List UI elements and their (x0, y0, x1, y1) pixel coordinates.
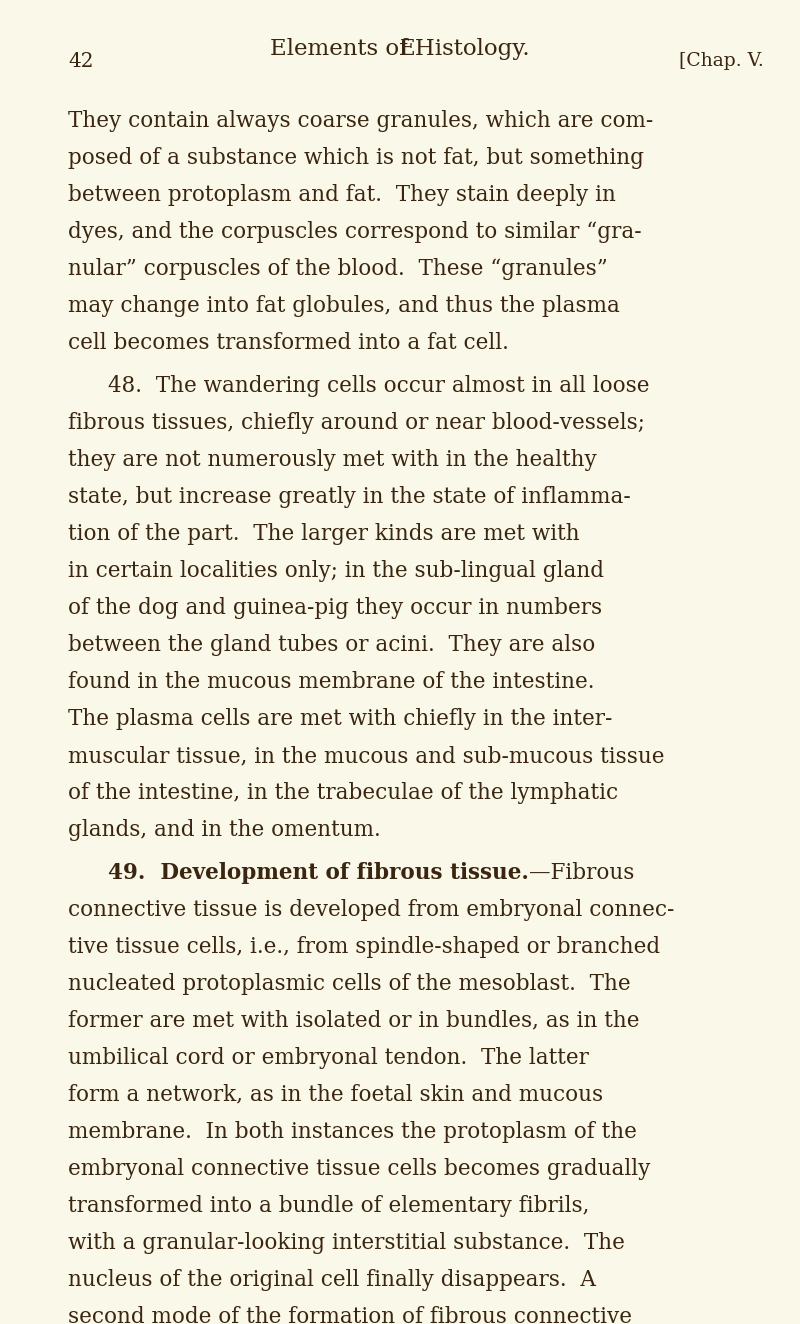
Text: found in the mucous membrane of the intestine.: found in the mucous membrane of the inte… (68, 671, 594, 692)
Text: fibrous tissues, chiefly around or near blood-vessels;: fibrous tissues, chiefly around or near … (68, 412, 645, 434)
Text: The plasma cells are met with chiefly in the inter-: The plasma cells are met with chiefly in… (68, 708, 612, 730)
Text: cell becomes transformed into a fat cell.: cell becomes transformed into a fat cell… (68, 332, 509, 354)
Text: E: E (400, 38, 416, 60)
Text: nucleus of the original cell finally disappears.  A: nucleus of the original cell finally dis… (68, 1268, 596, 1291)
Text: they are not numerously met with in the healthy: they are not numerously met with in the … (68, 449, 597, 471)
Text: dyes, and the corpuscles correspond to similar “gra-: dyes, and the corpuscles correspond to s… (68, 221, 642, 244)
Text: tive tissue cells, i.e., from spindle-shaped or branched: tive tissue cells, i.e., from spindle-sh… (68, 936, 660, 957)
Text: 42: 42 (68, 52, 94, 71)
Text: [Chap. V.: [Chap. V. (679, 52, 764, 70)
Text: in certain localities only; in the sub-lingual gland: in certain localities only; in the sub-l… (68, 560, 604, 581)
Text: umbilical cord or embryonal tendon.  The latter: umbilical cord or embryonal tendon. The … (68, 1047, 589, 1068)
Text: former are met with isolated or in bundles, as in the: former are met with isolated or in bundl… (68, 1010, 639, 1031)
Text: muscular tissue, in the mucous and sub-mucous tissue: muscular tissue, in the mucous and sub-m… (68, 745, 665, 767)
Text: nular” corpuscles of the blood.  These “granules”: nular” corpuscles of the blood. These “g… (68, 258, 608, 281)
Text: of the dog and guinea-pig they occur in numbers: of the dog and guinea-pig they occur in … (68, 597, 602, 618)
Text: 48.  The wandering cells occur almost in all loose: 48. The wandering cells occur almost in … (108, 375, 650, 397)
Text: nucleated protoplasmic cells of the mesoblast.  The: nucleated protoplasmic cells of the meso… (68, 973, 630, 994)
Text: connective tissue is developed from embryonal connec-: connective tissue is developed from embr… (68, 899, 674, 920)
Text: embryonal connective tissue cells becomes gradually: embryonal connective tissue cells become… (68, 1158, 650, 1180)
Text: tion of the part.  The larger kinds are met with: tion of the part. The larger kinds are m… (68, 523, 580, 545)
Text: posed of a substance which is not fat, but something: posed of a substance which is not fat, b… (68, 147, 644, 169)
Text: glands, and in the omentum.: glands, and in the omentum. (68, 820, 381, 841)
Text: transformed into a bundle of elementary fibrils,: transformed into a bundle of elementary … (68, 1196, 590, 1217)
Text: They contain always coarse granules, which are com-: They contain always coarse granules, whi… (68, 110, 654, 132)
Text: may change into fat globules, and thus the plasma: may change into fat globules, and thus t… (68, 295, 620, 318)
Text: with a granular-looking interstitial substance.  The: with a granular-looking interstitial sub… (68, 1231, 625, 1254)
Text: membrane.  In both instances the protoplasm of the: membrane. In both instances the protopla… (68, 1121, 637, 1143)
Text: —Fibrous: —Fibrous (529, 862, 634, 883)
Text: 49.  Development of fibrous tissue.: 49. Development of fibrous tissue. (108, 862, 529, 883)
Text: second mode of the formation of fibrous connective: second mode of the formation of fibrous … (68, 1305, 632, 1324)
Text: state, but increase greatly in the state of inflamma-: state, but increase greatly in the state… (68, 486, 630, 508)
Text: between the gland tubes or acini.  They are also: between the gland tubes or acini. They a… (68, 634, 595, 655)
Text: Elements of Histology.: Elements of Histology. (270, 38, 530, 60)
Text: form a network, as in the foetal skin and mucous: form a network, as in the foetal skin an… (68, 1084, 603, 1106)
Text: of the intestine, in the trabeculae of the lymphatic: of the intestine, in the trabeculae of t… (68, 782, 618, 804)
Text: between protoplasm and fat.  They stain deeply in: between protoplasm and fat. They stain d… (68, 184, 616, 207)
